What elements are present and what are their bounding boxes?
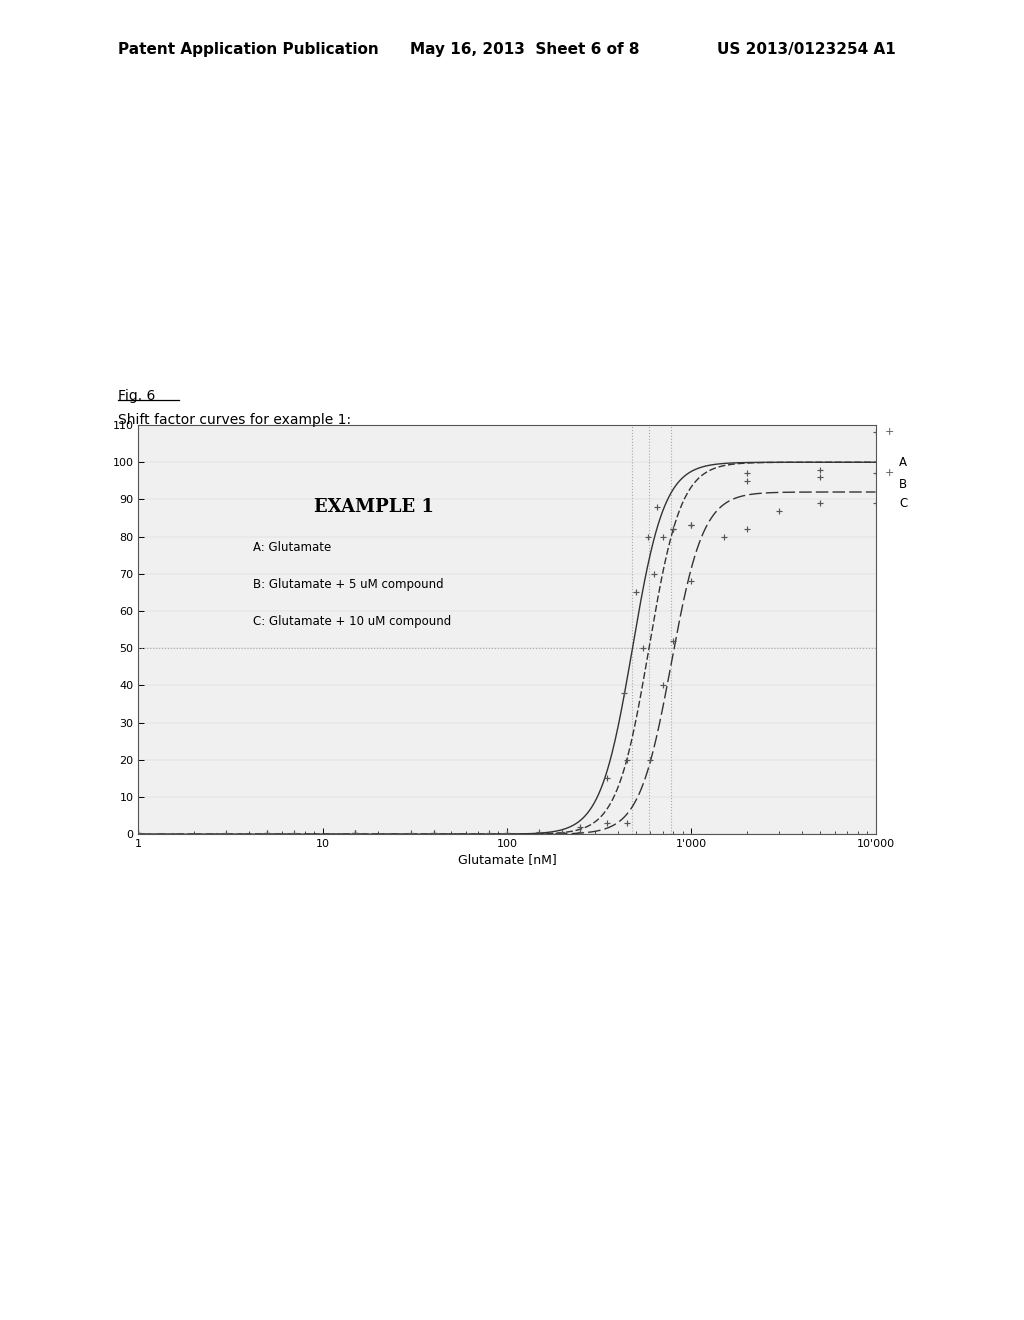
Text: Patent Application Publication: Patent Application Publication: [118, 42, 379, 57]
Text: US 2013/0123254 A1: US 2013/0123254 A1: [717, 42, 896, 57]
Text: A: A: [899, 455, 907, 469]
Text: Shift factor curves for example 1:: Shift factor curves for example 1:: [118, 413, 351, 428]
X-axis label: Glutamate [nM]: Glutamate [nM]: [458, 853, 556, 866]
Text: C: Glutamate + 10 uM compound: C: Glutamate + 10 uM compound: [253, 615, 451, 628]
Text: +: +: [885, 428, 894, 437]
Text: B: Glutamate + 5 uM compound: B: Glutamate + 5 uM compound: [253, 578, 443, 591]
Text: A: Glutamate: A: Glutamate: [253, 541, 331, 554]
Text: B: B: [899, 478, 907, 491]
Text: May 16, 2013  Sheet 6 of 8: May 16, 2013 Sheet 6 of 8: [410, 42, 639, 57]
Text: Fig. 6: Fig. 6: [118, 389, 155, 404]
Text: C: C: [899, 496, 907, 510]
Text: +: +: [885, 469, 894, 478]
Text: EXAMPLE 1: EXAMPLE 1: [314, 498, 434, 516]
